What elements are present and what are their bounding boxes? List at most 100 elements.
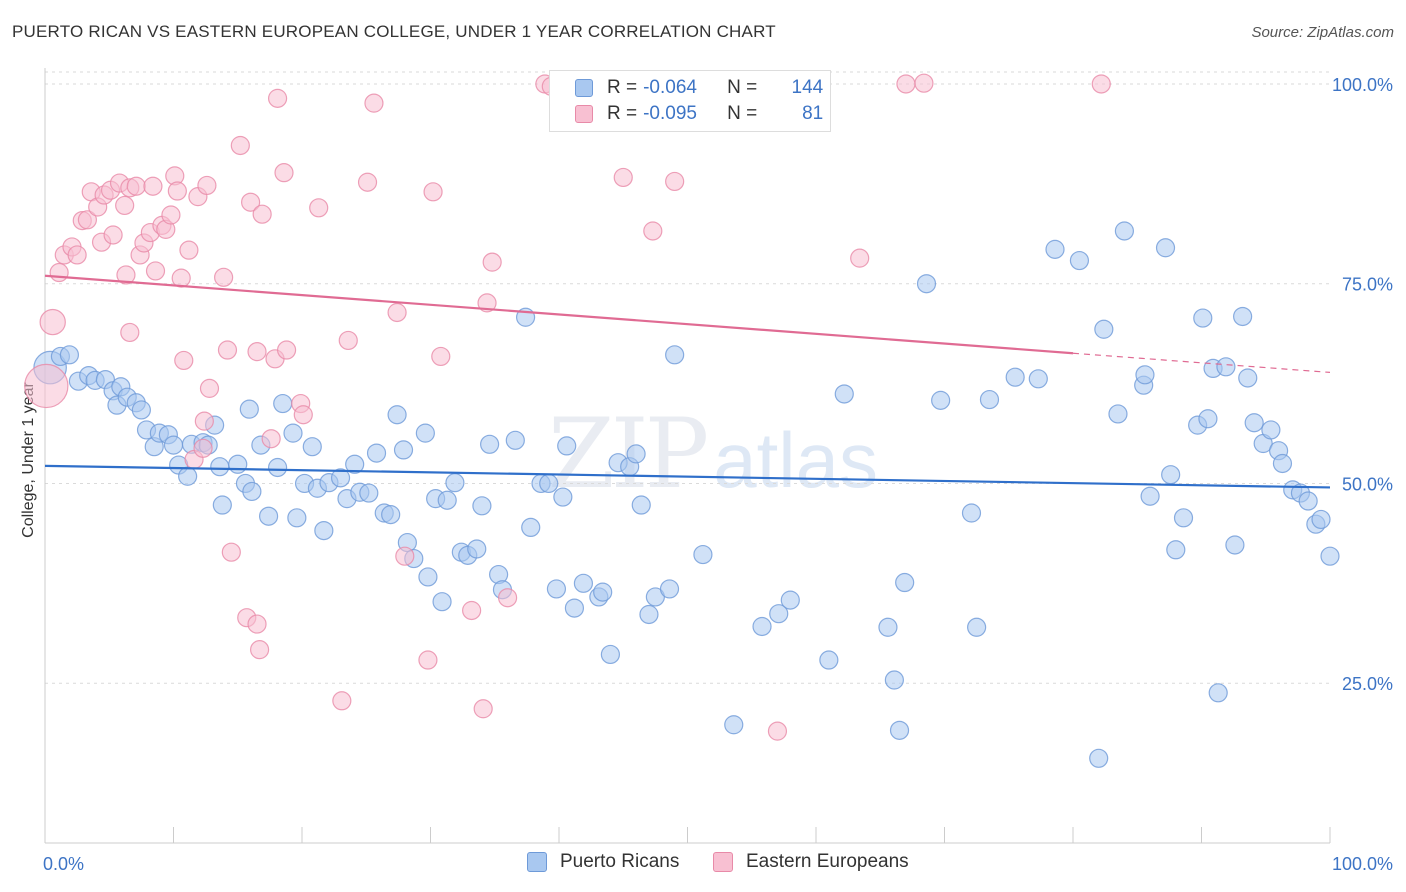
- legend-swatch-eastern-europeans: [713, 852, 733, 872]
- y-tick-label-50: 50.0%: [1342, 474, 1393, 494]
- puerto-rican-point: [1108, 404, 1128, 424]
- eastern-european-point: [332, 691, 352, 711]
- eastern-european-point: [309, 198, 329, 218]
- puerto-rican-point: [889, 720, 910, 740]
- eastern-european-point: [167, 181, 187, 201]
- puerto-rican-point: [1161, 465, 1181, 485]
- puerto-rican-point: [1140, 486, 1160, 506]
- puerto-rican-point: [1233, 306, 1253, 327]
- puerto-rican-point: [445, 473, 465, 493]
- puerto-rican-point: [1238, 368, 1258, 388]
- puerto-rican-point: [1135, 365, 1155, 385]
- puerto-rican-point: [1155, 238, 1176, 258]
- puerto-rican-point: [1069, 250, 1090, 271]
- puerto-rican-point: [432, 592, 452, 612]
- puerto-rican-point: [393, 440, 414, 460]
- puerto-rican-point: [600, 644, 621, 665]
- eastern-european-point: [143, 176, 163, 196]
- eastern-european-point: [214, 267, 234, 287]
- puerto-rican-point: [967, 617, 987, 637]
- legend-item-puerto-ricans[interactable]: Puerto Ricans: [527, 851, 679, 873]
- puerto-rican-point: [1216, 357, 1236, 377]
- legend-item-eastern-europeans[interactable]: Eastern Europeans: [713, 851, 909, 873]
- puerto-rican-point: [916, 274, 937, 294]
- legend-r-label: R =: [607, 77, 638, 98]
- eastern-european-point: [665, 171, 685, 192]
- legend-row-eastern-europeans: R = -0.095 N = 81: [550, 102, 823, 126]
- eastern-european-point: [126, 176, 146, 196]
- puerto-rican-point: [752, 616, 772, 637]
- legend-row-puerto-ricans: R = -0.064 N = 144: [550, 76, 823, 100]
- eastern-european-point: [387, 302, 407, 323]
- eastern-european-point: [395, 546, 415, 566]
- puerto-rican-point: [593, 582, 613, 602]
- puerto-rican-point: [724, 715, 744, 735]
- eastern-european-point: [217, 340, 238, 360]
- eastern-european-point: [338, 330, 358, 351]
- eastern-european-point: [247, 342, 267, 362]
- puerto-rican-point: [359, 483, 379, 503]
- legend-swatch-eastern-europeans: [575, 105, 593, 123]
- eastern-european-point: [914, 73, 934, 93]
- puerto-rican-point: [418, 567, 438, 587]
- eastern-european-point: [103, 225, 123, 245]
- source-label: Source: ZipAtlas.com: [1251, 24, 1394, 41]
- puerto-rican-point: [631, 495, 651, 515]
- puerto-rican-point: [626, 444, 646, 464]
- puerto-rican-point: [665, 345, 685, 365]
- puerto-rican-point: [178, 466, 198, 486]
- puerto-rican-point: [1045, 239, 1065, 259]
- puerto-rican-point: [381, 505, 401, 525]
- puerto-rican-point: [472, 496, 492, 516]
- x-tick-label-max: 100.0%: [1332, 854, 1393, 874]
- puerto-rican-point: [302, 437, 322, 457]
- eastern-european-point: [221, 542, 241, 562]
- puerto-rican-point: [242, 481, 262, 502]
- puerto-rican-point: [415, 423, 435, 443]
- puerto-rican-point: [1166, 540, 1186, 560]
- puerto-rican-point: [1114, 221, 1135, 241]
- eastern-european-point: [247, 614, 267, 634]
- puerto-rican-point: [819, 650, 839, 670]
- legend-r-value: -0.095: [643, 103, 697, 124]
- eastern-european-point: [252, 204, 272, 224]
- puerto-rican-point: [437, 490, 457, 510]
- eastern-european-point: [850, 248, 870, 268]
- eastern-european-point: [613, 167, 633, 188]
- puerto-rican-point: [539, 473, 559, 494]
- puerto-rican-point: [693, 544, 713, 565]
- eastern-european-point: [1091, 74, 1111, 94]
- puerto-rican-point: [366, 443, 387, 463]
- chart-title: PUERTO RICAN VS EASTERN EUROPEAN COLLEGE…: [12, 22, 776, 41]
- eastern-european-point: [643, 221, 663, 241]
- eastern-european-point: [174, 350, 194, 371]
- eastern-european-point: [293, 405, 313, 425]
- y-tick-label-100: 100.0%: [1332, 75, 1393, 95]
- eastern-european-point: [418, 650, 438, 670]
- puerto-rican-point: [283, 423, 303, 443]
- puerto-rican-point: [330, 468, 351, 488]
- eastern-european-point: [39, 308, 66, 336]
- legend-r-label: R =: [607, 103, 638, 124]
- puerto-rican-trend-line: [44, 464, 1331, 489]
- eastern-european-point: [179, 240, 199, 260]
- puerto-rican-point: [961, 503, 982, 523]
- legend-n-value: 144: [791, 77, 824, 98]
- eastern-european-point: [477, 293, 497, 313]
- eastern-european-point: [462, 600, 482, 621]
- eastern-european-point: [276, 340, 297, 360]
- eastern-european-point: [49, 262, 69, 283]
- puerto-rican-point: [1028, 369, 1048, 389]
- legend-label-puerto-ricans: Puerto Ricans: [560, 851, 680, 872]
- eastern-european-point: [431, 346, 451, 367]
- puerto-rican-point: [878, 617, 898, 637]
- puerto-rican-point: [480, 434, 500, 454]
- eastern-european-point: [473, 699, 493, 719]
- eastern-european-point: [115, 195, 135, 216]
- puerto-rican-point: [59, 345, 80, 365]
- legend-label-eastern-europeans: Eastern Europeans: [746, 851, 909, 872]
- puerto-rican-point: [1005, 367, 1025, 387]
- eastern-european-point: [896, 74, 916, 94]
- puerto-rican-point: [1094, 319, 1114, 339]
- puerto-rican-point: [505, 430, 525, 450]
